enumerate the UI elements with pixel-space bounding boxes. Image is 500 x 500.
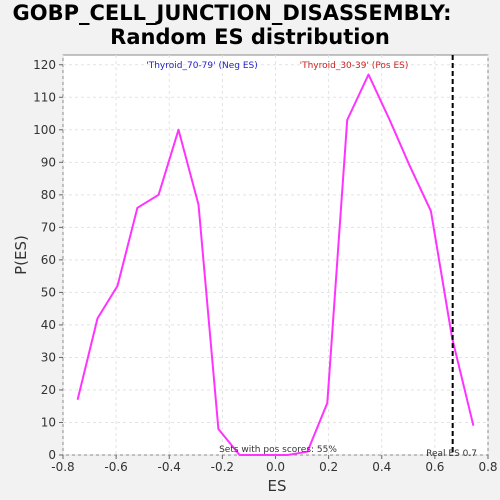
x-tick-label: 0.4: [372, 460, 391, 474]
y-tick-label: 100: [33, 123, 56, 137]
y-tick-label: 20: [41, 383, 56, 397]
real-es-label: Real ES 0.7: [426, 449, 477, 459]
y-tick-label: 120: [33, 58, 56, 72]
series-line: [76, 73, 475, 456]
x-tick-label: 0.6: [425, 460, 444, 474]
pos-scores-annotation: Sets with pos scores: 55%: [219, 445, 337, 455]
grid-lines: [62, 55, 489, 456]
chart-subtitle: Random ES distribution: [110, 25, 390, 49]
y-tick-label: 0: [48, 448, 56, 462]
y-tick-label: 70: [41, 220, 56, 234]
series-lines: [76, 73, 475, 456]
y-tick-label: 110: [33, 90, 56, 104]
y-tick-label: 10: [41, 415, 56, 429]
y-tick-label: 30: [41, 350, 56, 364]
x-tick-label: -0.8: [51, 460, 74, 474]
y-axis-label: P(ES): [12, 235, 30, 275]
y-axis-ticks: 0 10 20 30 40 50 60 70 80 90 100 110 120: [33, 58, 63, 462]
y-tick-label: 80: [41, 188, 56, 202]
x-tick-label: 0.8: [478, 460, 497, 474]
y-tick-label: 90: [41, 155, 56, 169]
x-tick-label: -0.2: [211, 460, 234, 474]
pos-es-label: 'Thyroid_30-39' (Pos ES): [300, 61, 409, 71]
y-tick-label: 50: [41, 285, 56, 299]
chart-title: GOBP_CELL_JUNCTION_DISASSEMBLY:: [13, 1, 452, 25]
x-axis-ticks: -0.8 -0.6 -0.4 -0.2 0.0 0.2 0.4 0.6 0.8: [51, 455, 498, 474]
x-tick-label: 0.2: [319, 460, 338, 474]
x-tick-label: 0.0: [266, 460, 285, 474]
y-tick-label: 40: [41, 318, 56, 332]
x-tick-label: -0.4: [158, 460, 181, 474]
x-axis-label: ES: [268, 477, 287, 495]
x-tick-label: -0.6: [104, 460, 127, 474]
neg-es-label: 'Thyroid_70-79' (Neg ES): [146, 61, 257, 71]
y-tick-label: 60: [41, 253, 56, 267]
